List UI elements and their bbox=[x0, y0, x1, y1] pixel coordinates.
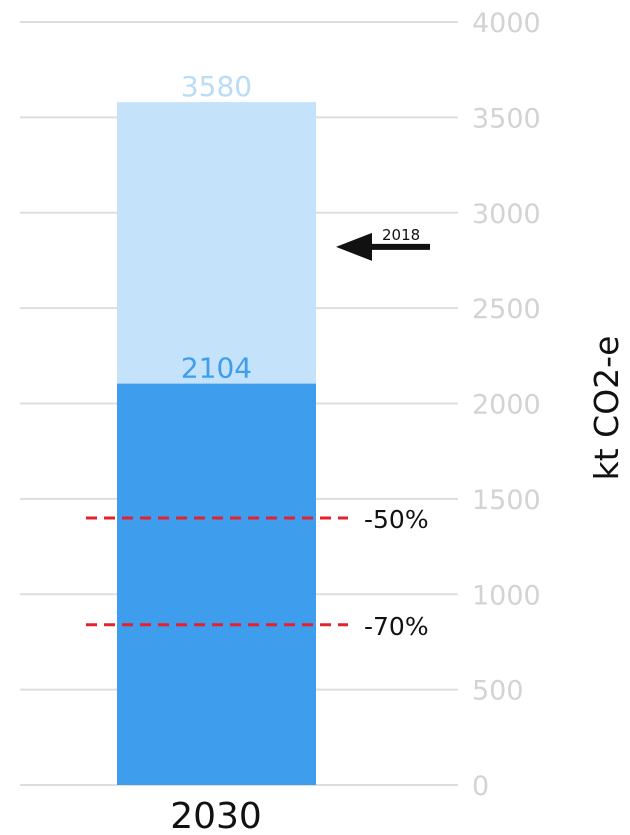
annotations: 2018 bbox=[336, 226, 430, 261]
y-tick-label: 1000 bbox=[472, 580, 541, 611]
bar-value-label: 3580 bbox=[181, 70, 252, 103]
y-tick-label: 0 bbox=[472, 771, 489, 802]
bar-value-label: 2104 bbox=[181, 352, 252, 385]
y-tick-label: 500 bbox=[472, 676, 524, 707]
y-axis-label: kt CO2-e bbox=[587, 336, 626, 481]
reference-line-label: -70% bbox=[364, 612, 429, 641]
arrow-left-icon bbox=[336, 232, 430, 261]
y-axis-ticks: 0 500 1000 1500 2000 2500 3000 3500 4000 bbox=[472, 8, 541, 802]
annotation-label: 2018 bbox=[382, 226, 420, 244]
y-tick-label: 1500 bbox=[472, 485, 541, 516]
reference-lines: -50% -70% bbox=[86, 505, 429, 641]
reference-line-label: -50% bbox=[364, 505, 429, 534]
y-tick-label: 2500 bbox=[472, 294, 541, 325]
y-tick-label: 4000 bbox=[472, 8, 541, 39]
y-tick-label: 2000 bbox=[472, 390, 541, 421]
x-category-label: 2030 bbox=[170, 796, 262, 835]
bar-2104 bbox=[117, 383, 316, 785]
y-tick-label: 3000 bbox=[472, 199, 541, 230]
y-tick-label: 3500 bbox=[472, 103, 541, 134]
bars: 3580 2104 bbox=[117, 70, 316, 786]
